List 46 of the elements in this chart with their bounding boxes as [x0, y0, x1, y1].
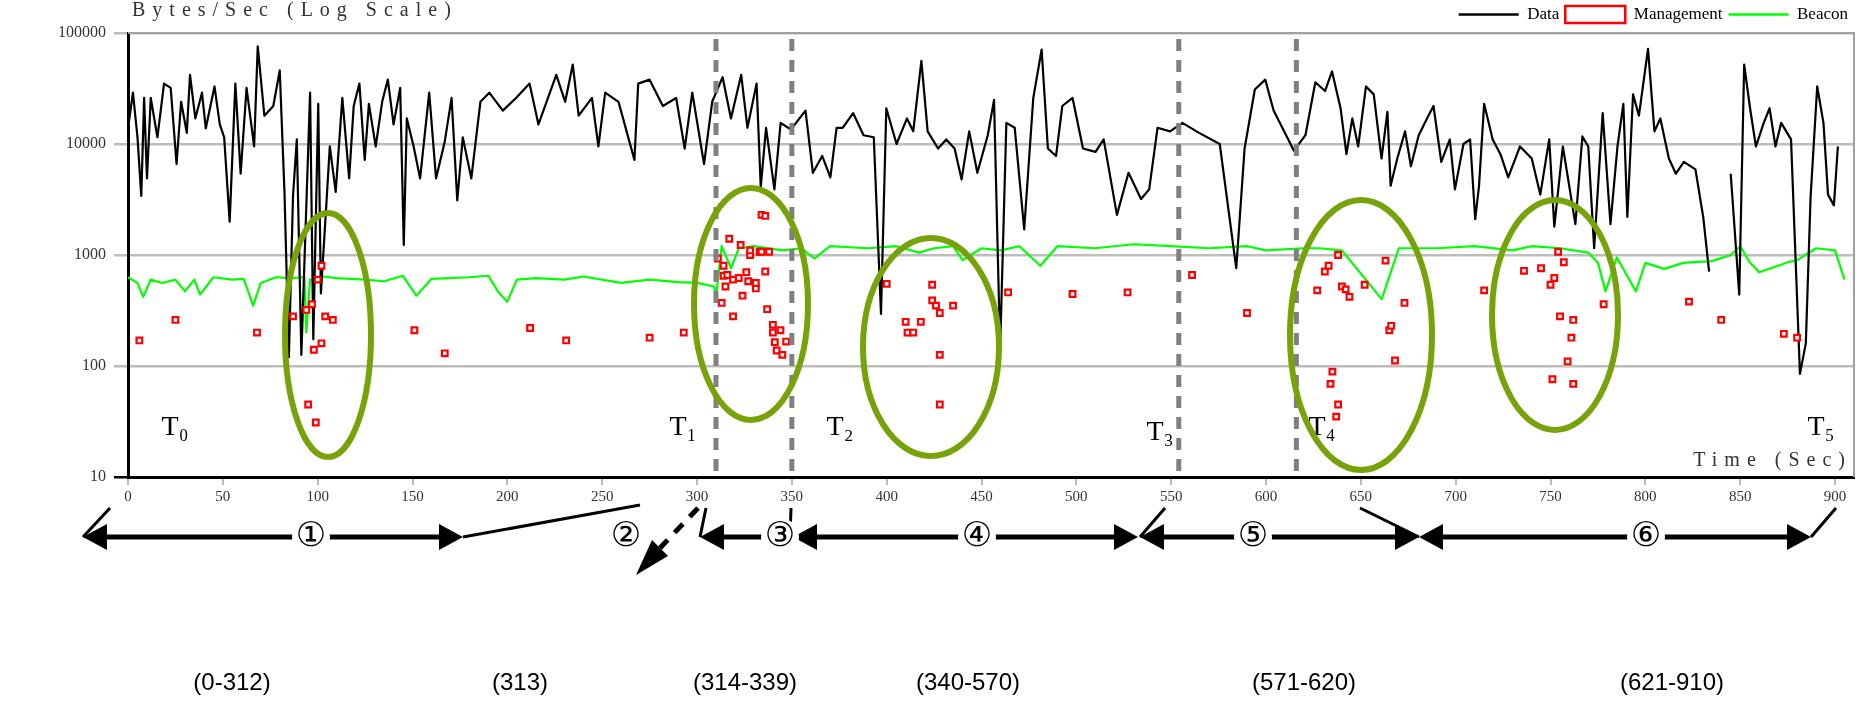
- x-tick-label: 900: [1823, 487, 1847, 504]
- text: (0-312): [193, 667, 271, 695]
- text: (340-570): [915, 667, 1021, 695]
- x-tick-label: 50: [215, 487, 231, 504]
- text: ③: [764, 513, 796, 554]
- x-tick-label: 650: [1349, 487, 1373, 504]
- x-tick-label: 850: [1728, 487, 1752, 504]
- text: ④: [961, 513, 993, 554]
- text: (571-620): [1251, 667, 1357, 695]
- x-tick-label: 100: [306, 487, 329, 504]
- annotation: T₃: [1146, 415, 1174, 447]
- x-tick-label: 300: [685, 487, 709, 504]
- text: (313): [491, 667, 549, 695]
- x-tick-label: 0: [124, 487, 132, 504]
- x-tick-label: 450: [970, 487, 993, 504]
- text: ②: [610, 513, 642, 554]
- x-tick-label: 500: [1065, 487, 1088, 504]
- y-tick-label: 10000: [66, 134, 106, 152]
- y-tick-label: 100: [82, 356, 106, 374]
- text: ⑥: [1630, 513, 1662, 554]
- x-tick-label: 250: [590, 487, 614, 504]
- x-axis-title: Time (Sec): [1693, 448, 1852, 472]
- annotation: T₁: [669, 410, 697, 442]
- text: ①: [295, 513, 327, 554]
- x-tick-label: 350: [780, 487, 804, 504]
- x-tick-label: 600: [1254, 487, 1278, 504]
- x-tick-label: 550: [1159, 487, 1183, 504]
- x-tick-label: 400: [875, 487, 898, 504]
- y-axis-title: Bytes/Sec (Log Scale): [132, 0, 458, 22]
- legend-label: Data: [1527, 3, 1560, 23]
- y-tick-label: 10: [90, 467, 106, 485]
- x-tick-label: 700: [1444, 487, 1467, 504]
- annotation: T₂: [826, 410, 854, 442]
- annotation: T₀: [161, 410, 189, 442]
- x-tick-label: 750: [1539, 487, 1562, 504]
- x-tick-label: 800: [1634, 487, 1657, 504]
- y-tick-label: 100000: [58, 23, 106, 41]
- annotation: T₅: [1807, 410, 1835, 442]
- legend-label: Beacon: [1797, 3, 1849, 23]
- text: ⑤: [1237, 513, 1269, 554]
- text: (314-339): [692, 667, 798, 695]
- y-tick-label: 1000: [74, 245, 106, 263]
- x-tick-label: 150: [401, 487, 424, 504]
- legend-label: Management: [1633, 3, 1723, 23]
- x-tick-label: 200: [496, 487, 519, 504]
- text: (621-910): [1619, 667, 1725, 695]
